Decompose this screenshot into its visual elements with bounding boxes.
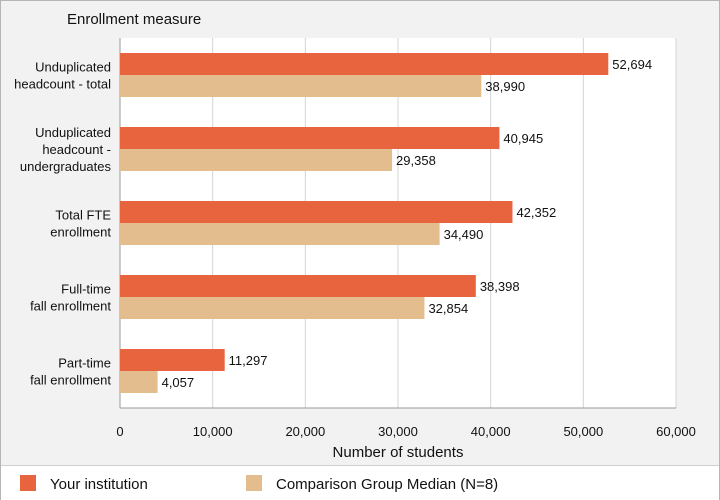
category-label-line: fall enrollment [30,373,111,388]
category-label-line: Part-time [58,356,111,371]
bar [120,223,440,245]
category-label-line: Unduplicated [35,125,111,140]
x-tick-label: 10,000 [193,424,233,439]
legend-swatch [246,475,262,491]
data-label: 29,358 [396,153,436,168]
legend: Your institution Comparison Group Median … [20,475,498,493]
category-labels-group: Unduplicated headcount - totalUnduplicate… [14,60,111,388]
x-tick-label: 20,000 [285,424,325,439]
data-label: 38,398 [480,279,520,294]
legend-band [1,465,719,500]
x-tick-label: 30,000 [378,424,418,439]
category-label-line: fall enrollment [30,299,111,314]
legend-label: Your institution [50,476,148,493]
x-tick-label: 40,000 [471,424,511,439]
data-label: 52,694 [612,57,652,72]
category-label-line: Unduplicated [35,60,111,75]
data-label: 38,990 [485,79,525,94]
category-label: Unduplicated headcount - undergraduates [20,125,112,174]
category-axis-title: Enrollment measure [67,11,201,28]
data-labels-group: 52,694 38,990 40,945 29,358 42,352 34,490 38,3… [162,57,652,390]
category-label-line: undergraduates [20,159,112,174]
bar [120,275,476,297]
data-label: 34,490 [444,227,484,242]
legend-swatch [20,475,36,491]
category-label-line: enrollment [50,225,111,240]
category-label: Full-time fall enrollment [30,282,111,314]
bar [120,201,513,223]
data-label: 40,945 [503,131,543,146]
legend-label: Comparison Group Median (N=8) [276,476,498,493]
bar [120,349,225,371]
x-tick-label: 0 [116,424,123,439]
category-label-line: Full-time [61,282,111,297]
bar [120,127,500,149]
category-label-line: headcount - [42,142,111,157]
x-tick-label: 50,000 [563,424,603,439]
data-label: 42,352 [516,205,556,220]
x-axis-title: Number of students [333,444,464,461]
category-label: Part-time fall enrollment [30,356,111,388]
bar [120,53,609,75]
bar [120,371,158,393]
category-label-line: Total FTE [55,208,111,223]
category-label-line: headcount - total [14,77,111,92]
data-label: 32,854 [428,301,468,316]
data-label: 4,057 [162,375,195,390]
x-tick-label: 60,000 [656,424,696,439]
category-label: Total FTE enrollment [50,208,111,240]
data-label: 11,297 [229,353,268,368]
bar [120,297,425,319]
category-label: Unduplicated headcount - total [14,60,111,92]
bar [120,75,482,97]
bar [120,149,393,171]
x-tick-labels-group: 0 10,000 20,000 30,000 40,000 50,000 60,000 [116,424,696,439]
bars-group [120,53,609,393]
